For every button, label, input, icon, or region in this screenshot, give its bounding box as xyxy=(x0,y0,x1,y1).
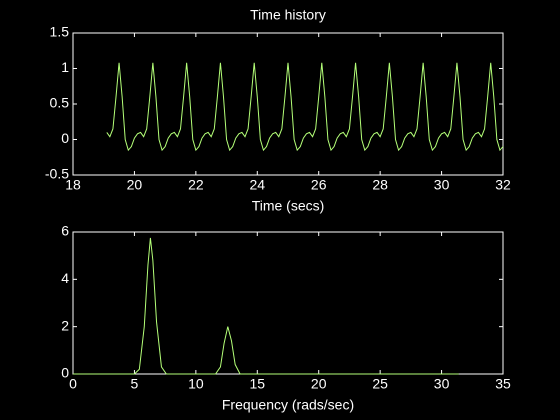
data-line xyxy=(106,62,504,152)
y-tick-label: 1 xyxy=(61,59,69,75)
axes-box xyxy=(72,32,504,176)
x-tick-label: 10 xyxy=(188,376,204,392)
x-tick-label: 35 xyxy=(495,376,511,392)
x-tick-label: 15 xyxy=(249,376,265,392)
chart-title: Time history xyxy=(250,7,326,23)
x-tick-label: 28 xyxy=(372,177,388,193)
x-tick-label: 30 xyxy=(434,376,450,392)
x-tick-label: 5 xyxy=(131,376,139,392)
y-tick-label: 0.5 xyxy=(50,95,70,111)
x-tick-label: 32 xyxy=(495,177,511,193)
x-tick-label: 24 xyxy=(249,177,265,193)
y-tick-label: 0 xyxy=(61,365,69,381)
y-tick-label: 2 xyxy=(61,317,69,333)
x-tick-label: 20 xyxy=(311,376,327,392)
x-tick-label: 25 xyxy=(372,376,388,392)
x-axis-label: Time (secs) xyxy=(252,198,325,214)
y-tick-label: 4 xyxy=(61,270,69,286)
y-tick-label: -0.5 xyxy=(45,166,69,182)
data-line xyxy=(73,237,459,375)
x-tick-label: 26 xyxy=(311,177,327,193)
x-tick-label: 30 xyxy=(434,177,450,193)
y-tick-label: 6 xyxy=(61,223,69,239)
x-tick-label: 18 xyxy=(65,177,81,193)
x-tick-label: 20 xyxy=(127,177,143,193)
x-tick-label: 0 xyxy=(69,376,77,392)
axes-box xyxy=(72,231,504,375)
x-tick-label: 22 xyxy=(188,177,204,193)
y-tick-label: 0 xyxy=(61,130,69,146)
x-axis-label: Frequency (rads/sec) xyxy=(222,397,354,413)
y-tick-label: 1.5 xyxy=(50,24,70,40)
